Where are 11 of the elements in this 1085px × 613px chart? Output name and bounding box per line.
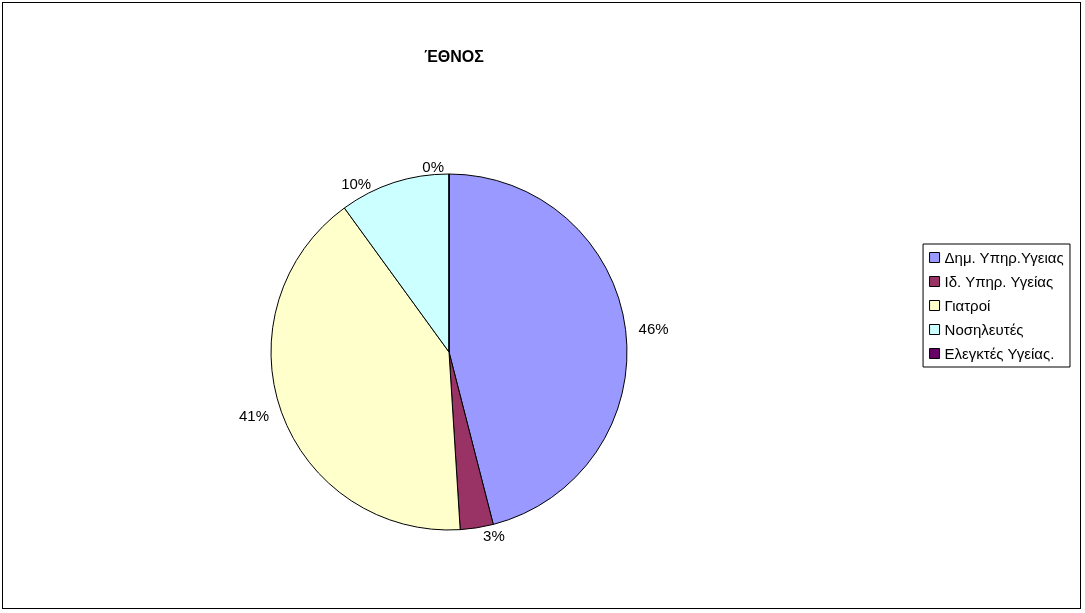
chart-title: ΈΘΝΟΣ: [424, 47, 485, 65]
data-label: 46%: [638, 320, 669, 338]
data-label: 10%: [341, 174, 372, 192]
data-label: 41%: [238, 406, 269, 424]
legend-label: Γιατροί: [944, 297, 991, 314]
legend-label: Ελεγκτές Υγείας.: [944, 345, 1055, 362]
legend-label: Δημ. Υπηρ.Υγειας: [944, 249, 1064, 266]
text: 0%: [422, 157, 444, 175]
data-label: 3%: [483, 527, 505, 545]
legend-label: Νοσηλευτές: [944, 321, 1024, 338]
legend-label: Ιδ. Υπηρ. Υγείας: [944, 273, 1054, 290]
